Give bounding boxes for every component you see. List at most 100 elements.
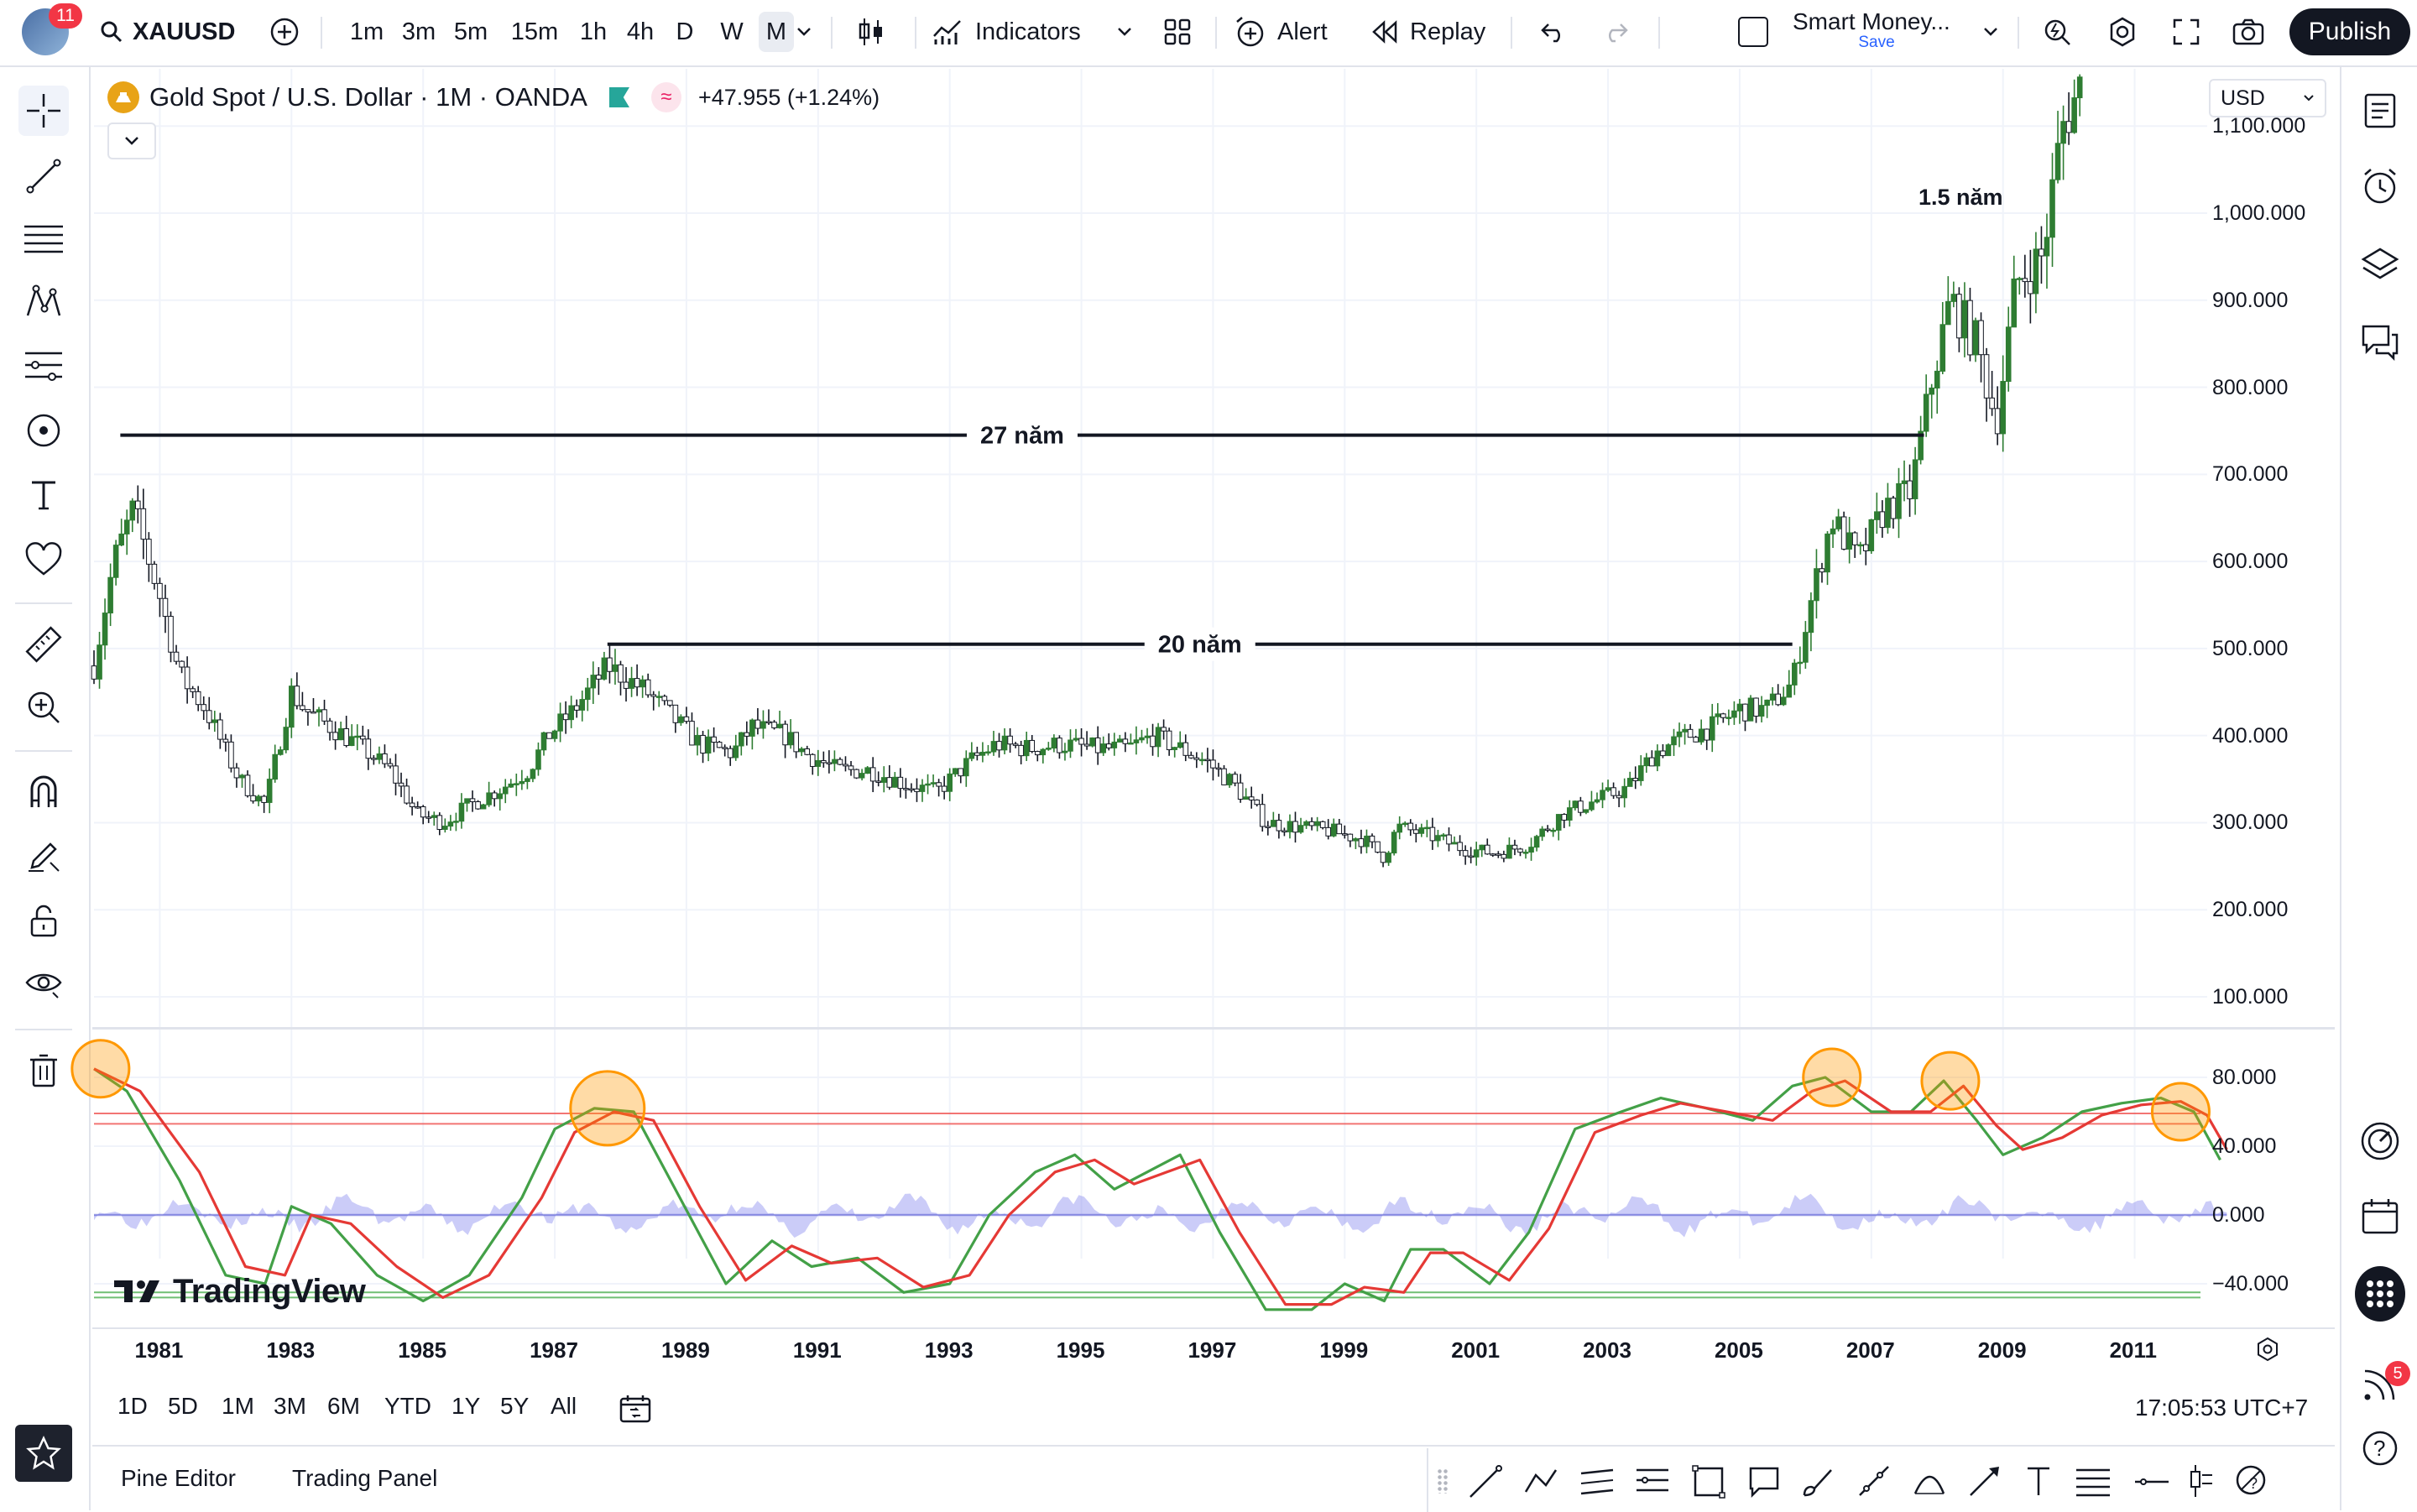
help-button[interactable]: ?: [2355, 1423, 2405, 1473]
range-button-5y[interactable]: 5Y: [500, 1393, 530, 1419]
object-tree-button[interactable]: [2355, 239, 2405, 289]
crosshair-tool[interactable]: [18, 86, 69, 136]
redo-button[interactable]: [1595, 12, 1637, 52]
interval-1h[interactable]: 1h: [579, 18, 608, 45]
interval-1m[interactable]: 1m: [349, 18, 384, 45]
interval-M[interactable]: M: [759, 12, 794, 52]
price-range-icon[interactable]: [2190, 1465, 2212, 1497]
grid: [94, 69, 2207, 1285]
layout-dropdown[interactable]: [1976, 12, 2006, 52]
interval-D[interactable]: D: [676, 18, 694, 45]
calendar-button[interactable]: [2355, 1191, 2405, 1242]
trading-panel-tab[interactable]: Trading Panel: [292, 1465, 438, 1491]
interval-4h[interactable]: 4h: [626, 18, 655, 45]
fib-tool[interactable]: [18, 214, 69, 264]
publish-button[interactable]: Publish: [2289, 8, 2410, 55]
brush-icon[interactable]: [1803, 1469, 1832, 1497]
rectangle-icon[interactable]: [1692, 1465, 1725, 1499]
pane-separator[interactable]: [92, 1027, 2335, 1030]
symbol-search-button[interactable]: XAUUSD: [99, 12, 250, 52]
interval-5m[interactable]: 5m: [453, 18, 488, 45]
candle-body: [1989, 397, 1995, 409]
chart-type-button[interactable]: [848, 12, 895, 52]
legend-collapse-button[interactable]: [107, 123, 156, 159]
indicator-templates-dropdown[interactable]: [1109, 12, 1140, 52]
keep-drawing-tool[interactable]: [18, 831, 69, 881]
ray-icon[interactable]: [1859, 1466, 1889, 1496]
fib-retracement-icon[interactable]: [1637, 1468, 1668, 1492]
candle-body: [1649, 757, 1655, 767]
range-button-3m[interactable]: 3M: [274, 1393, 306, 1419]
measure-tool[interactable]: [18, 619, 69, 670]
news-feed-button[interactable]: [2355, 1359, 2405, 1410]
range-button-all[interactable]: All: [551, 1393, 577, 1419]
annotation-20-years[interactable]: 20 năm: [1158, 632, 1242, 659]
shapes-tool[interactable]: [18, 405, 69, 456]
arc-icon[interactable]: [1913, 1475, 1945, 1494]
axis-settings-button[interactable]: [2254, 1336, 2284, 1366]
range-button-1m[interactable]: 1M: [222, 1393, 254, 1419]
undo-button[interactable]: [1532, 12, 1574, 52]
apps-button[interactable]: [2355, 1266, 2405, 1322]
range-button-1y[interactable]: 1Y: [452, 1393, 481, 1419]
layout-checkbox[interactable]: [1734, 12, 1772, 52]
hide-tool[interactable]: [18, 959, 69, 1009]
alert-button[interactable]: Alert: [1234, 12, 1343, 52]
forecasting-tool[interactable]: [18, 340, 69, 390]
range-button-5d[interactable]: 5D: [168, 1393, 198, 1419]
lock-tool[interactable]: [18, 895, 69, 946]
trend-line-tool[interactable]: [18, 151, 69, 201]
pine-editor-tab[interactable]: Pine Editor: [121, 1465, 236, 1491]
chats-button[interactable]: [2355, 317, 2405, 368]
layouts-button[interactable]: [1156, 12, 1198, 52]
quick-search-button[interactable]: [2036, 12, 2078, 52]
candle-body: [947, 773, 953, 792]
technicals-button[interactable]: [2355, 1116, 2405, 1166]
zoom-tool[interactable]: [18, 682, 69, 733]
favorites-star-button[interactable]: [15, 1425, 72, 1482]
range-button-ytd[interactable]: YTD: [384, 1393, 431, 1419]
alerts-panel-button[interactable]: [2355, 161, 2405, 211]
range-button-1d[interactable]: 1D: [117, 1393, 148, 1419]
parallel-channel-icon[interactable]: [1580, 1468, 1614, 1495]
drag-handle[interactable]: [1437, 1468, 1449, 1494]
remove-drawings-tool[interactable]: [18, 1045, 69, 1096]
text-icon[interactable]: [2028, 1467, 2049, 1495]
interval-dropdown[interactable]: [789, 12, 819, 52]
compare-add-button[interactable]: [264, 12, 305, 52]
fullscreen-button[interactable]: [2165, 12, 2207, 52]
legend-title[interactable]: Gold Spot / U.S. Dollar · 1M · OANDA: [149, 82, 587, 112]
chart-canvas[interactable]: 27 năm 20 năm 1.5 năm: [70, 67, 2335, 1369]
interval-15m[interactable]: 15m: [510, 18, 559, 45]
candle-body: [1539, 828, 1545, 837]
trend-line-icon[interactable]: [1470, 1465, 1502, 1498]
goto-date-button[interactable]: [616, 1389, 655, 1428]
favorites-tool[interactable]: [18, 534, 69, 585]
magnet-tool[interactable]: [18, 767, 69, 817]
range-button-6m[interactable]: 6M: [327, 1393, 360, 1419]
settings-button[interactable]: [2101, 12, 2143, 52]
layout-name-button[interactable]: Smart Money... Save: [1793, 8, 1960, 57]
horizontal-ray-icon[interactable]: [2135, 1478, 2169, 1485]
compass-icon[interactable]: ?: [2236, 1465, 2266, 1495]
replay-button[interactable]: Replay: [1370, 12, 1496, 52]
snapshot-button[interactable]: [2227, 12, 2269, 52]
interval-W[interactable]: W: [720, 18, 744, 45]
text-tool[interactable]: [18, 470, 69, 520]
candle-body: [683, 716, 690, 722]
chart-pane[interactable]: 27 năm 20 năm 1.5 năm: [70, 67, 2335, 1369]
clock-timezone[interactable]: 17:05:53 UTC+7: [2135, 1395, 2309, 1421]
arrow-icon[interactable]: [1970, 1467, 1999, 1496]
currency-selector[interactable]: USD: [2209, 79, 2326, 117]
horizontal-lines-icon[interactable]: [2076, 1468, 2110, 1497]
indicators-button[interactable]: Indicators: [932, 12, 1099, 52]
floating-tool-icons[interactable]: ?: [1454, 1452, 2335, 1510]
polyline-icon[interactable]: [1524, 1469, 1558, 1493]
watchlist-button[interactable]: [2355, 86, 2405, 136]
pattern-tool[interactable]: [18, 277, 69, 327]
annotation-27-years[interactable]: 27 năm: [980, 423, 1064, 450]
interval-3m[interactable]: 3m: [401, 18, 436, 45]
search-icon: [101, 21, 123, 43]
annotation-1-5-years[interactable]: 1.5 năm: [1918, 185, 2003, 210]
callout-icon[interactable]: [1749, 1467, 1779, 1499]
